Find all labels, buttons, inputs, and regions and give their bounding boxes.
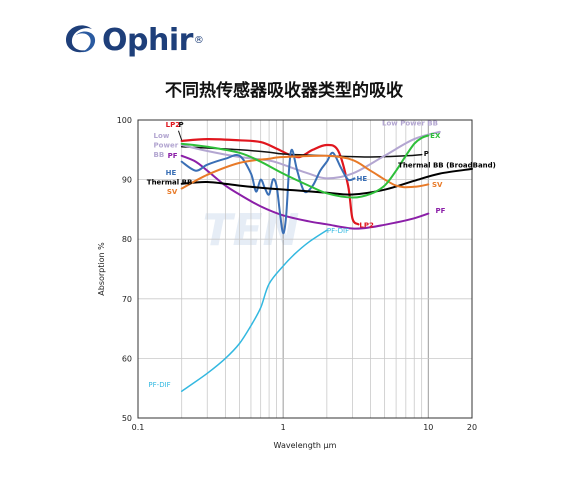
series-label-sv: SV — [167, 188, 178, 196]
ophir-swoosh-icon — [66, 25, 96, 53]
y-tick-label: 70 — [122, 295, 132, 304]
y-tick-label: 60 — [122, 354, 132, 363]
y-axis-label: Absorption % — [97, 242, 106, 296]
brand-logo: Ophir ® — [62, 20, 204, 60]
registered-mark: ® — [193, 34, 204, 46]
series-line-sv — [180, 154, 430, 190]
x-tick-label: 0.1 — [132, 423, 145, 432]
plot-frame — [137, 119, 473, 419]
series-label-lp2: LP2 — [166, 121, 181, 129]
series-label-p: P — [178, 121, 183, 129]
series-label-thermal-bb: Thermal BB — [147, 178, 192, 186]
x-tick-label: 20 — [467, 423, 477, 432]
series-line-he — [180, 148, 356, 235]
series-label-ex: EX — [430, 132, 441, 140]
series-label-lp2: LP2 — [359, 221, 374, 229]
x-tick-label: 1 — [281, 423, 286, 432]
series-label-pf-dif: PF-DIF — [327, 227, 349, 235]
series-label-power: Power — [154, 141, 179, 149]
y-tick-label: 80 — [122, 235, 132, 244]
series-label-low: Low — [154, 132, 170, 140]
y-tick-label: 90 — [122, 176, 132, 185]
y-tick-label: 50 — [122, 414, 132, 423]
p-label-arrow — [177, 130, 183, 141]
series-label-he: HE — [166, 169, 177, 177]
series-label-low-power-bb: Low Power BB — [382, 119, 438, 127]
series-label-pf-dif: PF-DIF — [148, 381, 170, 389]
series-line-low-power-bb — [180, 130, 441, 180]
y-tick-label: 100 — [117, 116, 132, 125]
series-label-p: P — [424, 150, 429, 158]
series-line-pf — [180, 154, 430, 230]
brand-name: Ophir — [102, 22, 193, 58]
series-line-pf-dif — [180, 229, 328, 392]
series-label-thermal-bb-broadband: Thermal BB (BroadBand) — [398, 162, 496, 170]
series-label-bb: BB — [154, 151, 165, 159]
x-axis-label: Wavelength μm — [274, 441, 337, 450]
series-line-ex — [180, 134, 430, 199]
series-label-pf: PF — [168, 152, 178, 160]
series-label-pf: PF — [435, 207, 445, 215]
chart-title: 不同热传感器吸收器类型的吸收 — [165, 81, 403, 101]
series-label-sv: SV — [432, 181, 443, 189]
series-label-he: HE — [356, 175, 367, 183]
x-tick-label: 10 — [423, 423, 433, 432]
